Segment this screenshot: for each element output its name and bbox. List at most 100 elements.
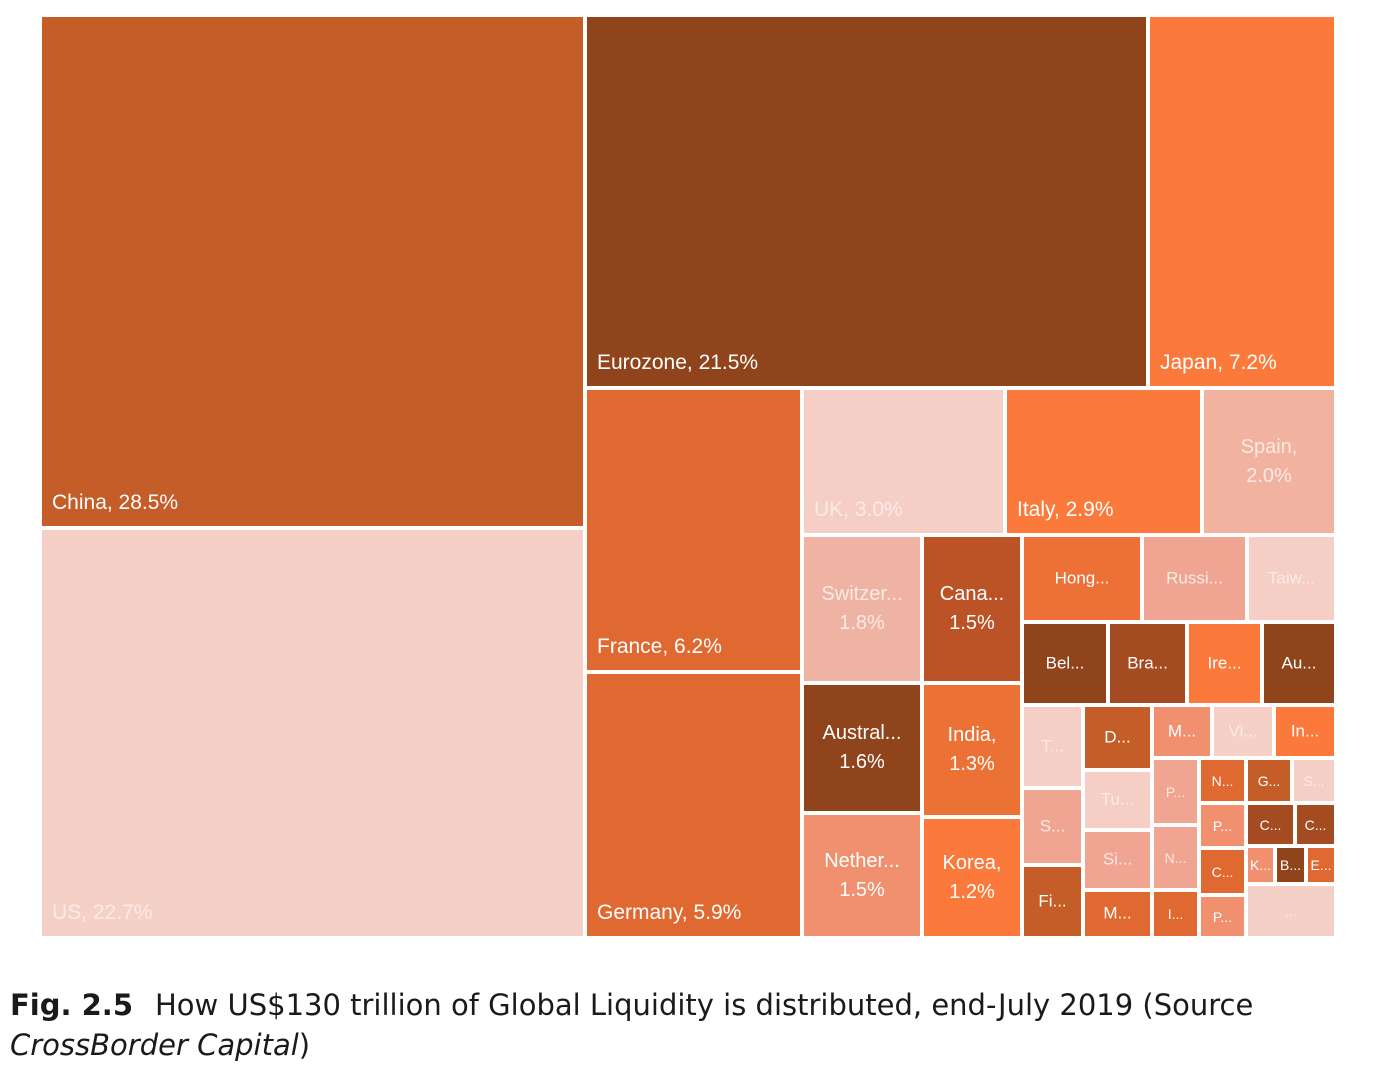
treemap-tile: Hong... <box>1022 535 1142 622</box>
figure-number: Fig. 2.5 <box>10 988 133 1022</box>
treemap-tile: Nether... 1.5% <box>802 813 922 938</box>
tile-label: Vi... <box>1228 721 1258 741</box>
tile-label: Si... <box>1102 849 1133 869</box>
treemap-tile: China, 28.5% <box>40 15 585 528</box>
treemap-tile: Austral... 1.6% <box>802 683 922 813</box>
treemap-tile: Japan, 7.2% <box>1148 15 1336 388</box>
treemap-chart: China, 28.5% US, 22.7% Eurozone, 21.5% Japa… <box>40 15 1336 938</box>
treemap-tile: D... <box>1083 705 1152 770</box>
tile-label: Tu... <box>1100 789 1135 809</box>
tile-label: Italy, 2.9% <box>1017 497 1114 521</box>
treemap-tile: ... <box>1246 884 1336 938</box>
treemap-tile: Spain, 2.0% <box>1202 388 1336 535</box>
tile-label: S... <box>1303 772 1325 789</box>
tile-label: Ire... <box>1207 653 1242 673</box>
tile-label: ... <box>1285 902 1297 919</box>
treemap-tile: C... <box>1199 848 1246 895</box>
tile-label: UK, 3.0% <box>814 497 903 521</box>
treemap-tile: B... <box>1275 846 1306 884</box>
treemap-tile: N... <box>1152 825 1199 890</box>
tile-label: C... <box>1304 816 1327 833</box>
treemap-tile: Bel... <box>1022 622 1108 705</box>
tile-label: T... <box>1041 736 1064 756</box>
tile-label: M... <box>1167 721 1197 741</box>
treemap-tile: Germany, 5.9% <box>585 672 802 938</box>
figure-caption: Fig. 2.5 How US$130 trillion of Global Li… <box>10 985 1372 1065</box>
tile-label: Hong... <box>1054 568 1110 588</box>
caption-close: ) <box>298 1028 311 1062</box>
tile-label: US, 22.7% <box>52 900 153 924</box>
treemap-tile: C... <box>1295 803 1336 846</box>
treemap-tile: E... <box>1306 846 1336 884</box>
treemap-tile: M... <box>1083 890 1152 938</box>
tile-label: G... <box>1257 772 1281 789</box>
treemap-tile: T... <box>1022 705 1083 788</box>
treemap-tile: Russi... <box>1142 535 1247 622</box>
tile-label: Nether... 1.5% <box>824 849 900 901</box>
treemap-tile: P... <box>1199 895 1246 938</box>
treemap-tile: Switzer... 1.8% <box>802 535 922 683</box>
tile-label: P... <box>1165 783 1186 800</box>
tile-label: Switzer... 1.8% <box>821 583 903 634</box>
treemap-tile: Eurozone, 21.5% <box>585 15 1148 388</box>
treemap-tile: S... <box>1292 758 1336 803</box>
tile-label: B... <box>1279 856 1301 873</box>
tile-label: India, 1.3% <box>947 724 997 775</box>
treemap-tile: France, 6.2% <box>585 388 802 672</box>
treemap-tile: M... <box>1152 705 1212 758</box>
treemap-tile: Vi... <box>1212 705 1274 758</box>
caption-source: CrossBorder Capital <box>10 1028 299 1062</box>
treemap-tile: Italy, 2.9% <box>1005 388 1202 535</box>
tile-label: Au... <box>1281 653 1317 673</box>
tile-label: S... <box>1039 816 1066 836</box>
tile-label: China, 28.5% <box>52 490 179 514</box>
treemap-tile: Korea, 1.2% <box>922 817 1022 938</box>
treemap-tile: Bra... <box>1108 622 1187 705</box>
treemap-tile: UK, 3.0% <box>802 388 1005 535</box>
tile-label: Bel... <box>1045 653 1085 673</box>
tile-label: Taiw... <box>1267 568 1316 588</box>
tile-label: Cana... 1.5% <box>939 583 1005 634</box>
treemap-tile: Si... <box>1083 830 1152 890</box>
tile-label: D... <box>1104 727 1131 747</box>
tile-label: Spain, 2.0% <box>1240 435 1298 487</box>
treemap-tile: I... <box>1152 890 1199 938</box>
tile-label: M... <box>1103 903 1132 923</box>
tile-label: Eurozone, 21.5% <box>597 350 759 374</box>
tile-label: France, 6.2% <box>597 634 722 658</box>
tile-label: N... <box>1164 849 1187 866</box>
treemap-tile: G... <box>1246 758 1292 803</box>
treemap-tile: US, 22.7% <box>40 528 585 938</box>
treemap-tile: P... <box>1152 758 1199 825</box>
treemap-tile: Tu... <box>1083 770 1152 830</box>
tile-label: P... <box>1212 908 1233 925</box>
treemap-tile: India, 1.3% <box>922 683 1022 817</box>
tile-label: Russi... <box>1166 568 1223 588</box>
treemap-tile: S... <box>1022 788 1083 865</box>
treemap-tile: K... <box>1246 846 1275 884</box>
treemap-tile: C... <box>1246 803 1295 846</box>
tile-label: E... <box>1310 856 1332 873</box>
caption-text: How US$130 trillion of Global Liquidity … <box>155 988 1254 1022</box>
treemap-tile: P... <box>1199 803 1246 848</box>
tile-label: C... <box>1211 863 1234 880</box>
tile-label: I... <box>1167 905 1184 922</box>
treemap-tile: Au... <box>1262 622 1336 705</box>
treemap-tile: Taiw... <box>1247 535 1336 622</box>
tile-label: Bra... <box>1127 653 1168 673</box>
tile-label: C... <box>1259 816 1282 833</box>
tile-label: Japan, 7.2% <box>1160 350 1277 374</box>
tile-label: N... <box>1211 772 1234 789</box>
tile-label: Korea, 1.2% <box>942 851 1002 903</box>
tile-label: K... <box>1249 856 1271 873</box>
treemap-tile: In... <box>1274 705 1336 758</box>
treemap-tile: Cana... 1.5% <box>922 535 1022 683</box>
treemap-tile: Fi... <box>1022 865 1083 938</box>
tile-label: P... <box>1212 817 1233 834</box>
tile-label: In... <box>1290 721 1320 741</box>
treemap-tile: N... <box>1199 758 1246 803</box>
tile-label: Austral... 1.6% <box>822 722 902 773</box>
treemap-tile: Ire... <box>1187 622 1262 705</box>
tile-label: Germany, 5.9% <box>597 900 742 924</box>
tile-label: Fi... <box>1038 891 1067 911</box>
